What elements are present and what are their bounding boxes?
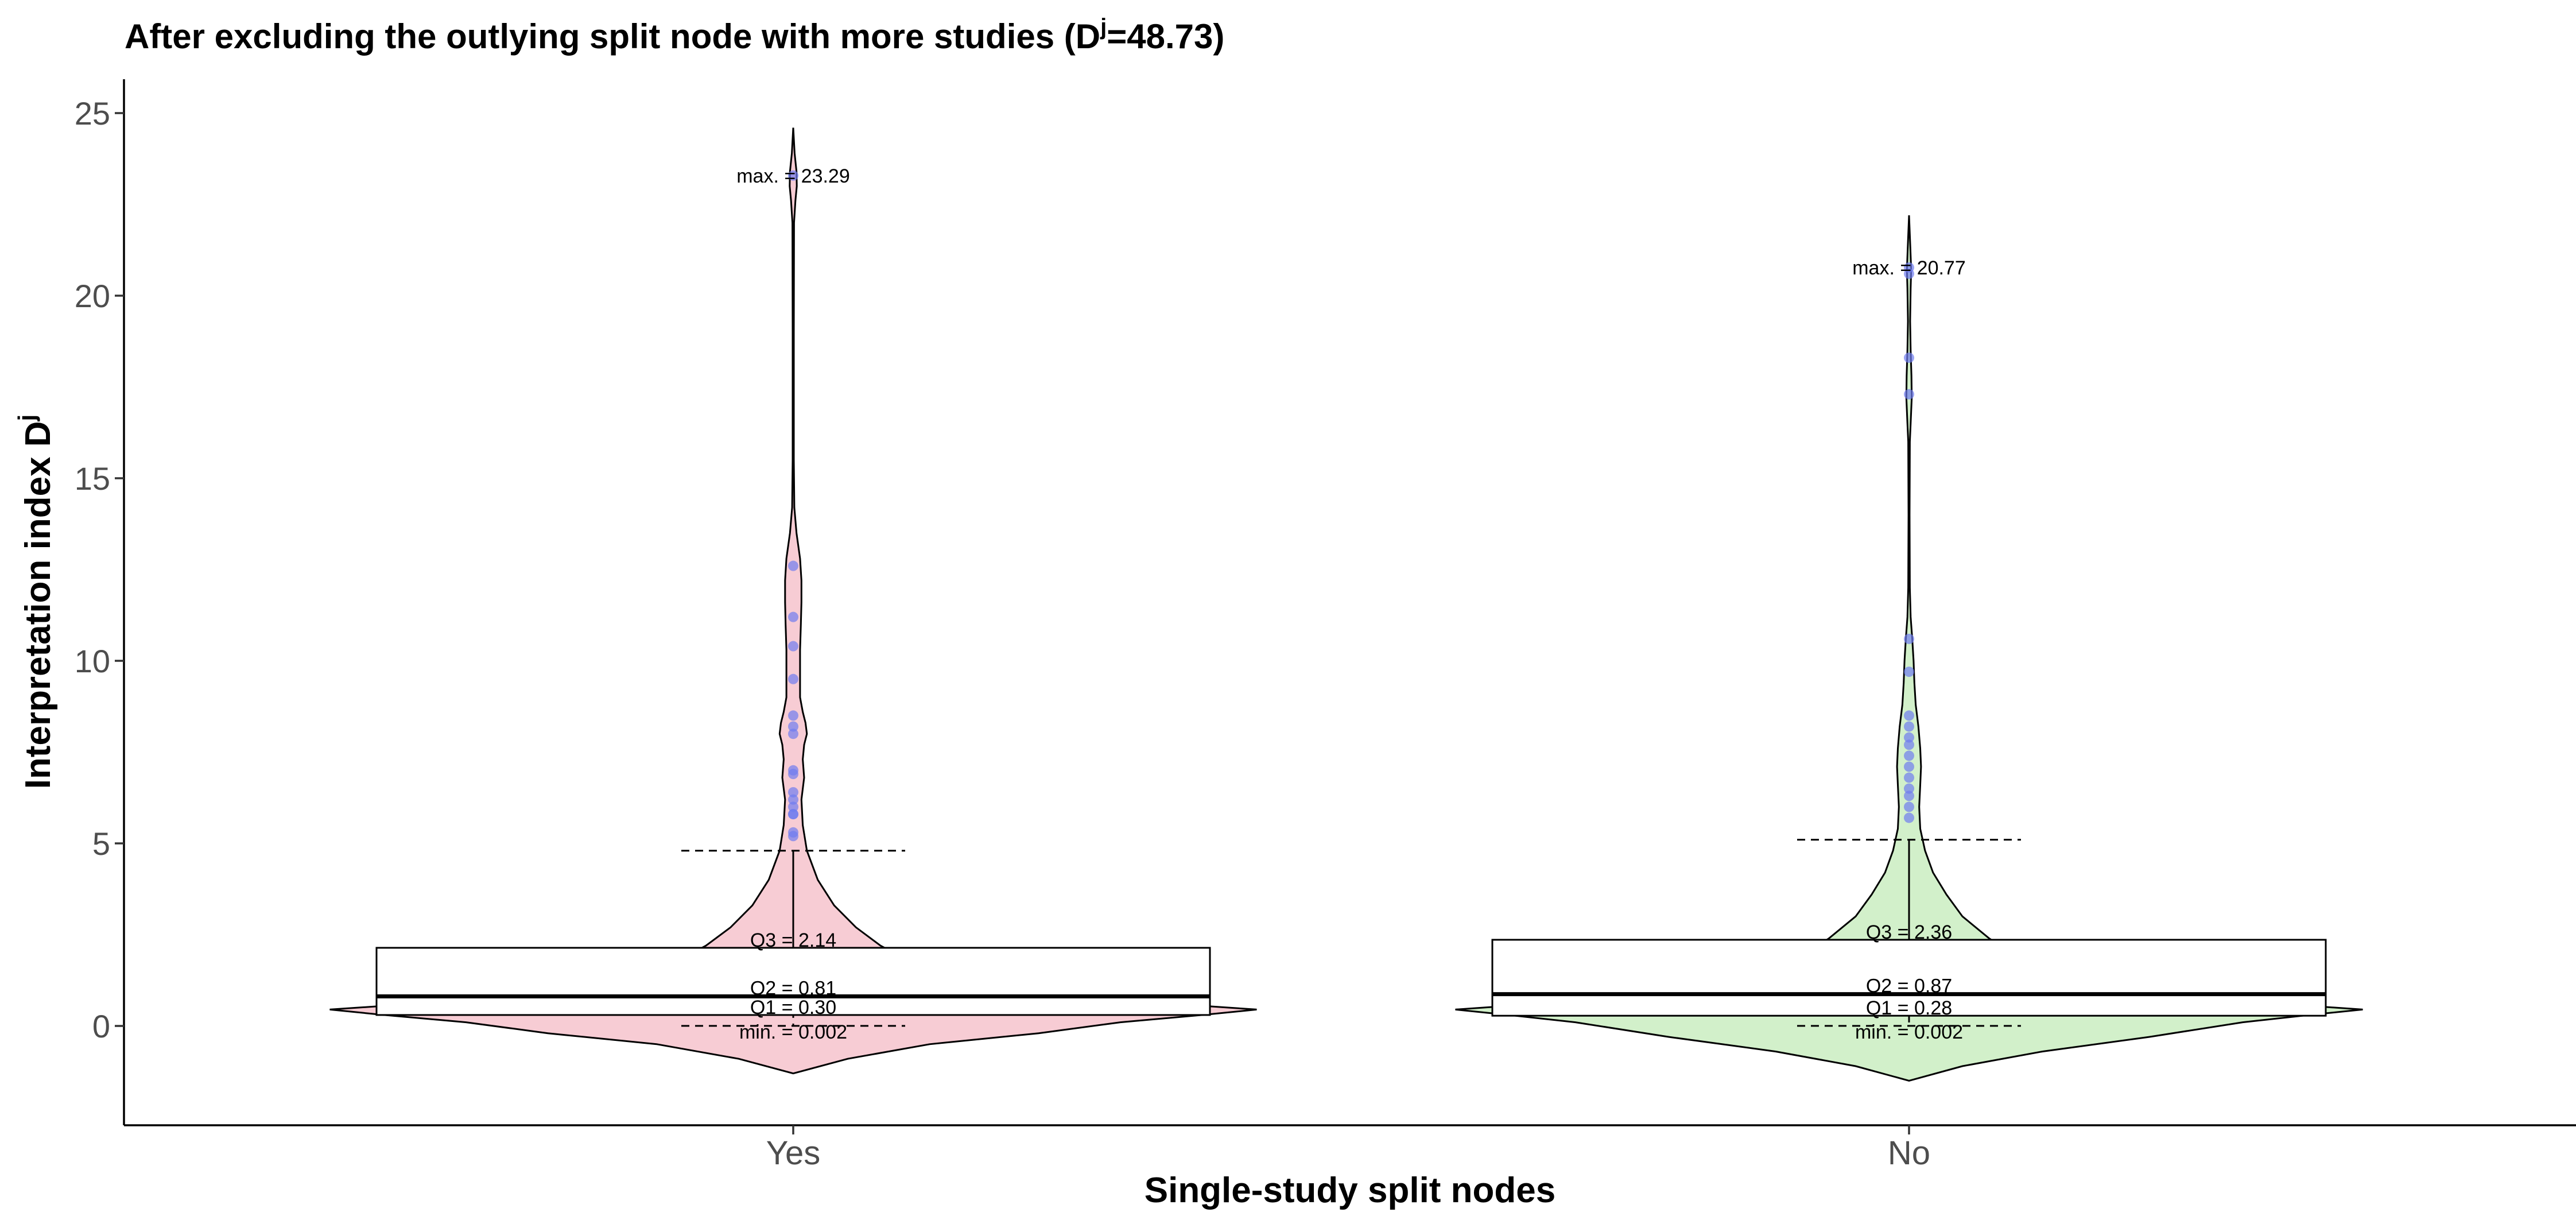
outlier-point bbox=[788, 794, 798, 805]
y-axis-title-sup: j bbox=[13, 415, 40, 422]
outlier-point bbox=[788, 801, 798, 812]
stat-label-min: min. = 0.002 bbox=[739, 1021, 847, 1043]
outlier-point bbox=[1904, 812, 1914, 823]
outlier-point bbox=[1904, 721, 1914, 732]
y-tick-label: 10 bbox=[75, 643, 110, 679]
outlier-point bbox=[1904, 389, 1914, 400]
y-tick-label: 20 bbox=[75, 278, 110, 314]
outlier-point bbox=[1904, 268, 1914, 279]
outlier-point bbox=[1904, 783, 1914, 794]
x-tick-label: Yes bbox=[766, 1134, 821, 1172]
violin-shape bbox=[329, 127, 1257, 1075]
title-main: After excluding the outlying split node … bbox=[125, 17, 1100, 56]
iqr-box bbox=[1491, 939, 2327, 1017]
outlier-point bbox=[1904, 761, 1914, 772]
stat-label-max: max. = 20.77 bbox=[1852, 257, 1966, 279]
outlier-point bbox=[1904, 732, 1914, 743]
title-sup: j bbox=[1100, 14, 1107, 40]
x-axis-ticks: Yes No bbox=[766, 1125, 1930, 1172]
outlier-point bbox=[788, 831, 798, 842]
stat-label-q1: Q1 = 0.28 bbox=[1866, 997, 1952, 1019]
stat-label-q3: Q3 = 2.36 bbox=[1866, 921, 1952, 943]
y-tick-label: 5 bbox=[92, 826, 110, 862]
outlier-point bbox=[1904, 739, 1914, 750]
outlier-point bbox=[788, 729, 798, 739]
y-axis-title-main: Interpretation index D bbox=[18, 421, 58, 789]
y-tick-label: 0 bbox=[92, 1008, 110, 1044]
outlier-point bbox=[1904, 801, 1914, 812]
outlier-point bbox=[788, 560, 798, 571]
outlier-point bbox=[788, 611, 798, 622]
stat-label-q2: Q2 = 0.81 bbox=[750, 977, 836, 999]
outlier-point bbox=[1904, 791, 1914, 801]
outlier-point bbox=[788, 641, 798, 652]
outlier-point bbox=[788, 769, 798, 780]
violin-shape bbox=[1455, 215, 2363, 1082]
y-tick-label: 25 bbox=[75, 95, 110, 131]
y-tick-label: 15 bbox=[75, 460, 110, 497]
title-tail: =48.73) bbox=[1107, 17, 1224, 56]
stat-label-q1: Q1 = 0.30 bbox=[750, 997, 836, 1018]
svg-text:After excluding the outlying s: After excluding the outlying split node … bbox=[125, 14, 1224, 56]
svg-text:Interpretation index Dj: Interpretation index Dj bbox=[13, 415, 58, 789]
outlier-point bbox=[788, 710, 798, 721]
outlier-point bbox=[1904, 772, 1914, 783]
y-axis-title: Interpretation index Dj bbox=[13, 415, 58, 789]
stat-label-q3: Q3 = 2.14 bbox=[750, 929, 836, 951]
outlier-point bbox=[1904, 667, 1914, 677]
outlier-point bbox=[1904, 710, 1914, 721]
plot-title: After excluding the outlying split node … bbox=[125, 14, 1224, 56]
outlier-point bbox=[788, 787, 798, 797]
stat-label-max: max. = 23.29 bbox=[736, 165, 850, 187]
outlier-point bbox=[788, 809, 798, 820]
stat-label-min: min. = 0.002 bbox=[1855, 1021, 1963, 1043]
y-axis-ticks: 0 5 10 15 20 25 bbox=[75, 95, 124, 1044]
outlier-point bbox=[788, 673, 798, 684]
outlier-point bbox=[1904, 750, 1914, 761]
x-axis-title: Single-study split nodes bbox=[1145, 1171, 1556, 1210]
outlier-point bbox=[788, 721, 798, 732]
outlier-point bbox=[788, 170, 798, 181]
stat-label-q2: Q2 = 0.87 bbox=[1866, 975, 1952, 997]
outlier-point bbox=[1904, 353, 1914, 363]
outlier-point bbox=[1904, 633, 1914, 644]
iqr-box bbox=[375, 947, 1211, 1016]
x-tick-label: No bbox=[1888, 1134, 1930, 1172]
